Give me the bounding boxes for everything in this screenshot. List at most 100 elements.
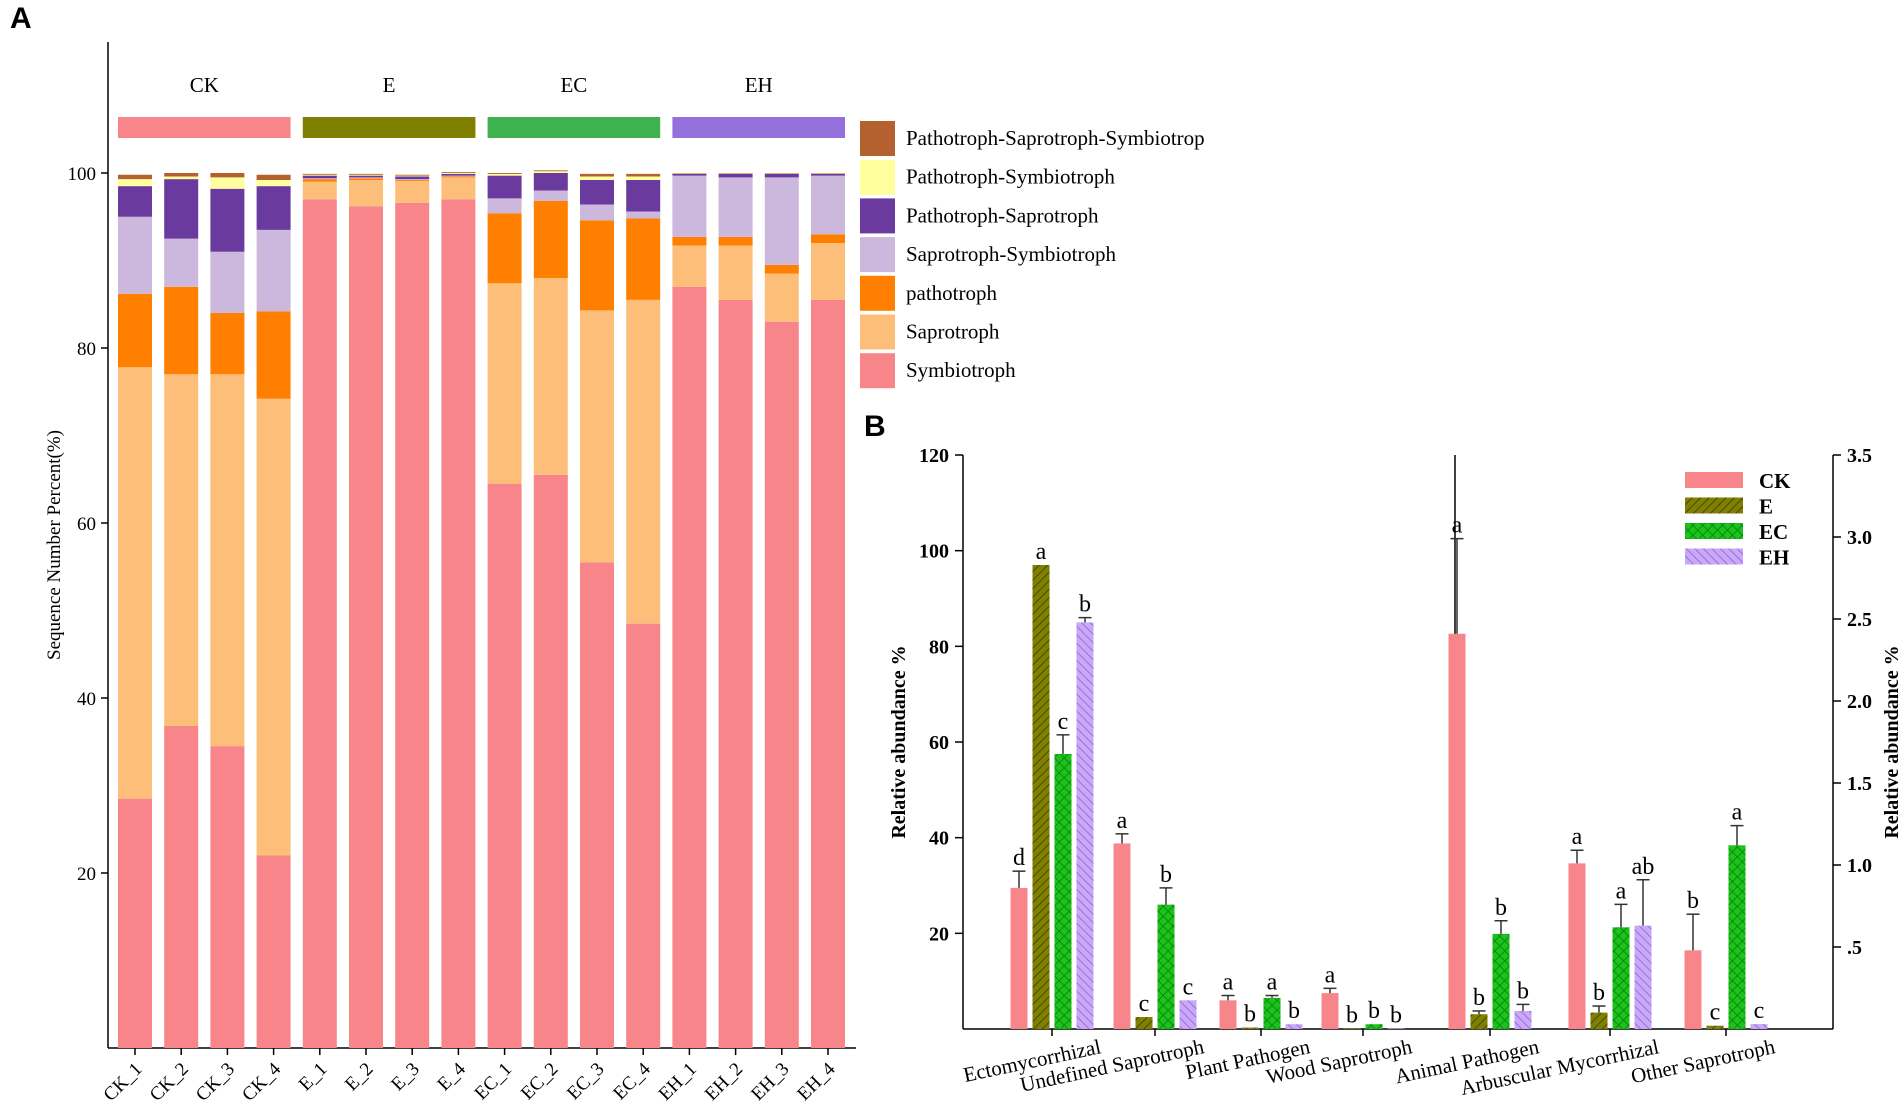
bar-segment-pathotroph-saprotroph-e_4: [441, 173, 476, 176]
bar-segment-saprotroph-symbiotroph-ck_4: [256, 229, 291, 312]
bar-segment-saprotroph-ck_2: [164, 374, 199, 726]
bar-segment-pathotroph-saprotroph-ck_2: [164, 179, 199, 239]
legend-label-2: Pathotroph-Saprotroph: [906, 203, 1099, 227]
legend-label-6: Symbiotroph: [906, 358, 1016, 382]
group-header-ck: CK: [190, 73, 219, 97]
significance-label-arbuscular-mycorrhizal-ck: a: [1572, 824, 1583, 850]
significance-label-plant-pathogen-eh: b: [1288, 998, 1300, 1024]
significance-label-wood-saprotroph-ck: a: [1325, 962, 1336, 988]
panel-a-legend: Pathotroph-Saprotroph-Symbiotrop Pathotro…: [860, 121, 1205, 389]
bar-segment-pathotroph-saprotroph-ck_4: [256, 186, 291, 230]
bar-segment-pathotroph-ck_3: [210, 313, 245, 375]
bar-segment-saprotroph-symbiotroph-eh_1: [672, 175, 707, 237]
bar-segment-pathotroph-saprotroph-symbiotroph-e_3: [395, 174, 430, 176]
significance-label-ectomycorrhizal-ec: c: [1058, 709, 1069, 735]
legend-label-eh: EH: [1759, 546, 1789, 570]
bar-segment-symbiotroph-ec_3: [580, 562, 614, 1048]
bar-animal-pathogen-e: [1470, 1014, 1488, 1029]
bar-segment-symbiotroph-e_4: [441, 199, 476, 1048]
bar-segment-pathotroph-symbiotroph-ec_4: [626, 176, 661, 180]
significance-label-arbuscular-mycorrhizal-e: b: [1593, 980, 1605, 1006]
bar-segment-pathotroph-saprotroph-ec_1: [487, 175, 522, 199]
panel-a-x-tick-label: EC_2: [517, 1059, 562, 1104]
legend-swatch-0: [860, 121, 895, 156]
bar-segment-saprotroph-symbiotroph-e_4: [441, 175, 476, 177]
bar-segment-pathotroph-ec_3: [580, 220, 614, 311]
bar-segment-pathotroph-e_2: [349, 178, 383, 180]
panel-a-x-tick-label: EH_3: [747, 1059, 793, 1105]
bar-segment-symbiotroph-e_1: [302, 199, 337, 1048]
panel-a-chart: 20 40 60 80 100 Sequence Number Percent(%) CK…: [44, 42, 1205, 1106]
panel-b-right-y-tick-label: 3.0: [1847, 527, 1872, 549]
panel-a-x-tick-label: EH_4: [793, 1058, 840, 1105]
bar-segment-pathotroph-saprotroph-eh_1: [672, 173, 707, 176]
bar-segment-pathotroph-saprotroph-ec_2: [533, 173, 568, 191]
bar-segment-symbiotroph-ck_1: [118, 798, 152, 1048]
significance-label-wood-saprotroph-eh: b: [1390, 1003, 1402, 1029]
significance-label-animal-pathogen-e: b: [1473, 985, 1485, 1011]
panel-a-y-tick-label: 100: [68, 164, 97, 185]
bar-arbuscular-mycorrhizal-e: [1590, 1012, 1608, 1029]
legend-label-4: pathotroph: [906, 281, 997, 305]
bar-segment-saprotroph-symbiotroph-eh_2: [718, 177, 753, 237]
panel-a-y-axis-title: Sequence Number Percent(%): [44, 430, 65, 660]
bar-segment-pathotroph-symbiotroph-e_1: [302, 174, 337, 176]
bar-segment-symbiotroph-ck_2: [164, 726, 199, 1048]
legend-swatch-6: [860, 353, 895, 389]
significance-label-wood-saprotroph-e: b: [1346, 1003, 1358, 1029]
bar-segment-pathotroph-saprotroph-eh_2: [718, 173, 753, 178]
bar-segment-pathotroph-ck_4: [256, 311, 291, 399]
legend-label-5: Saprotroph: [906, 320, 1000, 344]
panel-b-left-y-tick-label: 20: [929, 923, 949, 945]
panel-b-right-y-tick-label: 2.5: [1847, 609, 1872, 631]
bar-ectomycorrhizal-ec: [1054, 753, 1072, 1029]
panel-a-x-tick-label: E_3: [387, 1059, 423, 1095]
bar-segment-pathotroph-eh_2: [718, 236, 753, 246]
bar-segment-pathotroph-saprotroph-e_1: [302, 175, 337, 179]
bar-segment-saprotroph-ec_2: [533, 278, 568, 475]
panel-a-x-tick-labels: CK_1 CK_2 CK_3 CK_4 E_1 E_2 E_3 E_4 EC_1 EC_2 EC_3…: [100, 1048, 840, 1106]
bar-undefined-saprotroph-ck: [1113, 843, 1131, 1029]
legend-label-3: Saprotroph-Symbiotroph: [906, 242, 1116, 266]
panel-a-x-tick-label: E_1: [295, 1059, 331, 1095]
bar-segment-pathotroph-e_4: [441, 176, 476, 178]
bar-segment-pathotroph-saprotroph-e_3: [395, 176, 430, 180]
panel-a-x-tick-label: E_2: [341, 1059, 377, 1095]
bar-segment-symbiotroph-eh_4: [811, 299, 845, 1048]
bar-segment-pathotroph-saprotroph-eh_4: [811, 173, 845, 176]
significance-label-ectomycorrhizal-eh: b: [1079, 592, 1091, 618]
bar-segment-saprotroph-e_3: [395, 180, 430, 203]
significance-label-animal-pathogen-ec: b: [1495, 895, 1507, 921]
significance-label-wood-saprotroph-ec: b: [1368, 998, 1380, 1024]
bar-undefined-saprotroph-e: [1135, 1017, 1153, 1029]
bar-segment-saprotroph-ec_3: [580, 310, 614, 563]
bar-segment-saprotroph-symbiotroph-ec_4: [626, 211, 661, 219]
legend-swatch-eh: [1685, 548, 1743, 565]
bar-segment-symbiotroph-e_3: [395, 202, 430, 1048]
bar-segment-pathotroph-saprotroph-symbiotroph-ck_1: [118, 174, 152, 180]
legend-swatch-ec: [1685, 523, 1743, 539]
panel-a-label: A: [10, 2, 32, 35]
bar-segment-saprotroph-e_4: [441, 177, 476, 200]
bar-animal-pathogen-ec: [1492, 933, 1510, 1029]
panel-b-right-y-axis-title: Relative abundance %: [1881, 645, 1903, 838]
bar-segment-pathotroph-ec_2: [533, 201, 568, 278]
bar-segment-pathotroph-symbiotroph-e_4: [441, 173, 476, 174]
significance-label-undefined-saprotroph-eh: c: [1183, 974, 1194, 1000]
panel-a-x-tick-label: CK_1: [100, 1059, 147, 1106]
panel-b-label: B: [864, 410, 886, 443]
significance-label-other-saprotroph-ec: a: [1732, 800, 1743, 826]
bar-segment-saprotroph-eh_4: [811, 243, 845, 300]
legend-label-ck: CK: [1759, 469, 1791, 493]
bar-segment-saprotroph-eh_3: [764, 273, 799, 322]
legend-label-0: Pathotroph-Saprotroph-Symbiotrop: [906, 126, 1205, 150]
bar-wood-saprotroph-eh: [1387, 1028, 1405, 1030]
panel-b-right-y-tick-label: .5: [1847, 937, 1862, 959]
group-bar-ck: [118, 117, 291, 138]
bar-undefined-saprotroph-ec: [1157, 904, 1175, 1029]
panel-b-right-y-tick-label: 1.5: [1847, 773, 1872, 795]
bar-segment-saprotroph-symbiotroph-eh_3: [764, 177, 799, 265]
significance-label-animal-pathogen-ck: a: [1452, 513, 1463, 539]
